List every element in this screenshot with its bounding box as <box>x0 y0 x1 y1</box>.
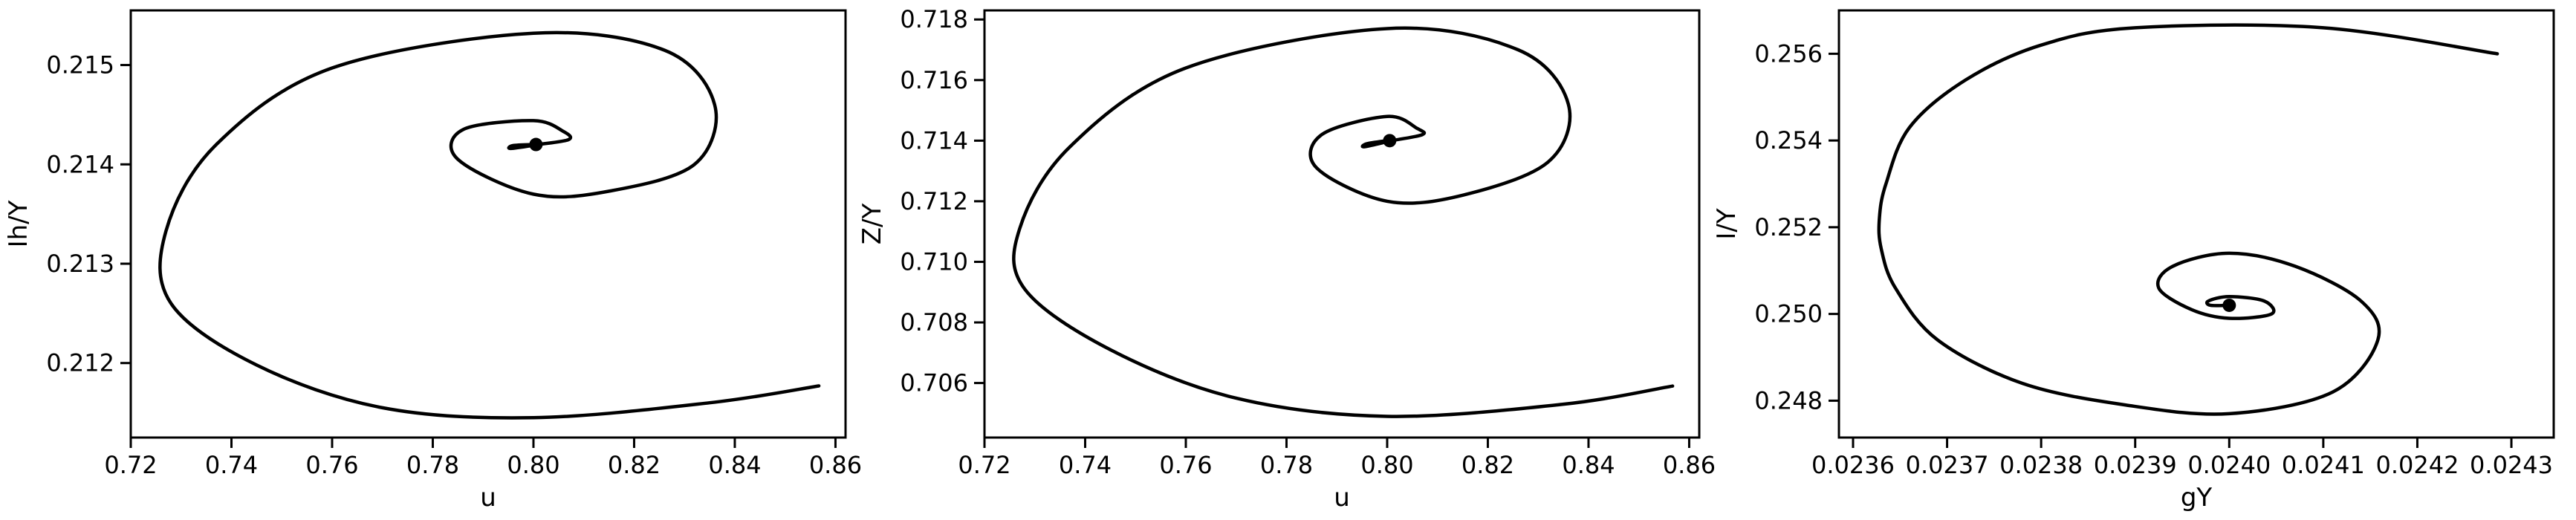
chart-panel-z-y-vs-u: 0.72 0.74 0.76 0.78 0.80 0.82 0.84 0.86 0.706 0.7… <box>857 5 1716 513</box>
x-tick-label: 0.74 <box>1059 451 1112 479</box>
series-lines <box>1877 23 2499 416</box>
series-line-0 <box>1012 26 1675 418</box>
y-tick-label: 0.215 <box>46 51 114 79</box>
chart-panel-i-y-vs-gy: 0.0236 0.0237 0.0238 0.0239 0.0240 0.0241 0.02… <box>1712 9 2555 513</box>
plot-frame <box>129 9 847 439</box>
y-tick-label: 0.250 <box>1754 300 1823 328</box>
plot-frame <box>983 9 1701 439</box>
series-lines <box>158 30 821 420</box>
x-tick-label: 0.0236 <box>1811 451 1895 479</box>
y-axis-label: Z/Y <box>857 204 887 245</box>
series-lines <box>1012 26 1675 418</box>
y-tick-label: 0.718 <box>900 5 968 33</box>
x-tick-label: 0.86 <box>809 451 862 479</box>
x-tick-label: 0.0238 <box>1999 451 2083 479</box>
x-tick-label: 0.0237 <box>1906 451 1989 479</box>
y-axis-label: I/Y <box>1712 208 1742 239</box>
y-axis-label: Ih/Y <box>4 200 33 247</box>
x-tick-label: 0.78 <box>406 451 459 479</box>
x-tick-label: 0.82 <box>608 451 661 479</box>
series-line-0 <box>158 30 821 420</box>
x-tick-label: 0.80 <box>507 451 559 479</box>
x-tick-label: 0.0242 <box>2375 451 2459 479</box>
x-axis-label: gY <box>2181 483 2213 513</box>
chart-panel-ih-y-vs-u: 0.72 0.74 0.76 0.78 0.80 0.82 0.84 0.86 0.212 0.2… <box>4 9 862 513</box>
y-tick-label: 0.248 <box>1754 386 1823 415</box>
x-tick-label: 0.0243 <box>2470 451 2553 479</box>
x-tick-label: 0.72 <box>104 451 157 479</box>
x-tick-label: 0.76 <box>305 451 358 479</box>
series-endpoint-dot <box>2222 298 2236 312</box>
x-tick-label: 0.80 <box>1360 451 1413 479</box>
x-tick-label: 0.82 <box>1461 451 1514 479</box>
series-endpoint-dot <box>529 137 543 152</box>
y-tick-label: 0.254 <box>1754 126 1823 155</box>
plot-frame <box>1837 9 2555 439</box>
y-tick-label: 0.256 <box>1754 39 1823 68</box>
y-tick-label: 0.252 <box>1754 213 1823 241</box>
x-tick-label: 0.72 <box>958 451 1010 479</box>
y-tick-label: 0.708 <box>900 308 968 337</box>
x-tick-label: 0.76 <box>1159 451 1212 479</box>
series-line-0 <box>1877 23 2499 416</box>
x-tick-label: 0.86 <box>1663 451 1716 479</box>
y-tick-label: 0.706 <box>900 369 968 397</box>
y-tick-label: 0.716 <box>900 66 968 94</box>
x-tick-label: 0.74 <box>205 451 258 479</box>
axis-ticks: 0.0236 0.0237 0.0238 0.0239 0.0240 0.0241 0.02… <box>1754 39 2553 479</box>
axis-ticks: 0.72 0.74 0.76 0.78 0.80 0.82 0.84 0.86 0.212 0.2… <box>46 51 862 479</box>
y-tick-label: 0.214 <box>46 150 114 178</box>
x-tick-label: 0.0239 <box>2094 451 2177 479</box>
y-tick-label: 0.212 <box>46 349 114 377</box>
x-tick-label: 0.84 <box>1562 451 1615 479</box>
y-tick-label: 0.710 <box>900 247 968 276</box>
axis-ticks: 0.72 0.74 0.76 0.78 0.80 0.82 0.84 0.86 0.706 0.7… <box>900 5 1716 479</box>
series-endpoint-dot <box>1383 134 1397 148</box>
x-axis-label: u <box>1334 483 1350 513</box>
y-tick-label: 0.712 <box>900 187 968 215</box>
x-tick-label: 0.0241 <box>2282 451 2365 479</box>
x-tick-label: 0.0240 <box>2187 451 2271 479</box>
x-axis-label: u <box>480 483 496 513</box>
x-tick-label: 0.84 <box>708 451 761 479</box>
y-tick-label: 0.213 <box>46 250 114 278</box>
y-tick-label: 0.714 <box>900 126 968 155</box>
x-tick-label: 0.78 <box>1260 451 1313 479</box>
